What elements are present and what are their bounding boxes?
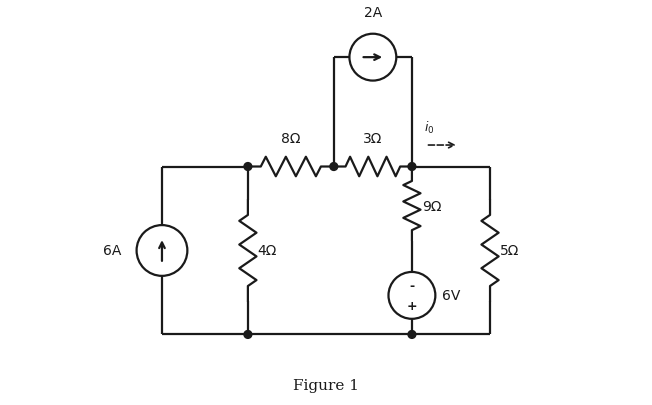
Circle shape bbox=[330, 163, 338, 171]
Text: Figure 1: Figure 1 bbox=[293, 378, 359, 392]
Text: 5Ω: 5Ω bbox=[500, 244, 519, 258]
Text: +: + bbox=[407, 299, 417, 312]
Text: 6V: 6V bbox=[443, 289, 461, 303]
Circle shape bbox=[244, 163, 252, 171]
Text: $i_0$: $i_0$ bbox=[424, 120, 434, 136]
Text: 6A: 6A bbox=[102, 244, 121, 258]
Text: 9Ω: 9Ω bbox=[422, 199, 441, 213]
Text: 8Ω: 8Ω bbox=[281, 132, 301, 146]
Text: 3Ω: 3Ω bbox=[363, 132, 383, 146]
Text: 2A: 2A bbox=[364, 6, 382, 20]
Circle shape bbox=[408, 331, 416, 339]
Circle shape bbox=[408, 163, 416, 171]
Circle shape bbox=[244, 331, 252, 339]
Text: -: - bbox=[409, 279, 415, 292]
Text: 4Ω: 4Ω bbox=[258, 244, 277, 258]
